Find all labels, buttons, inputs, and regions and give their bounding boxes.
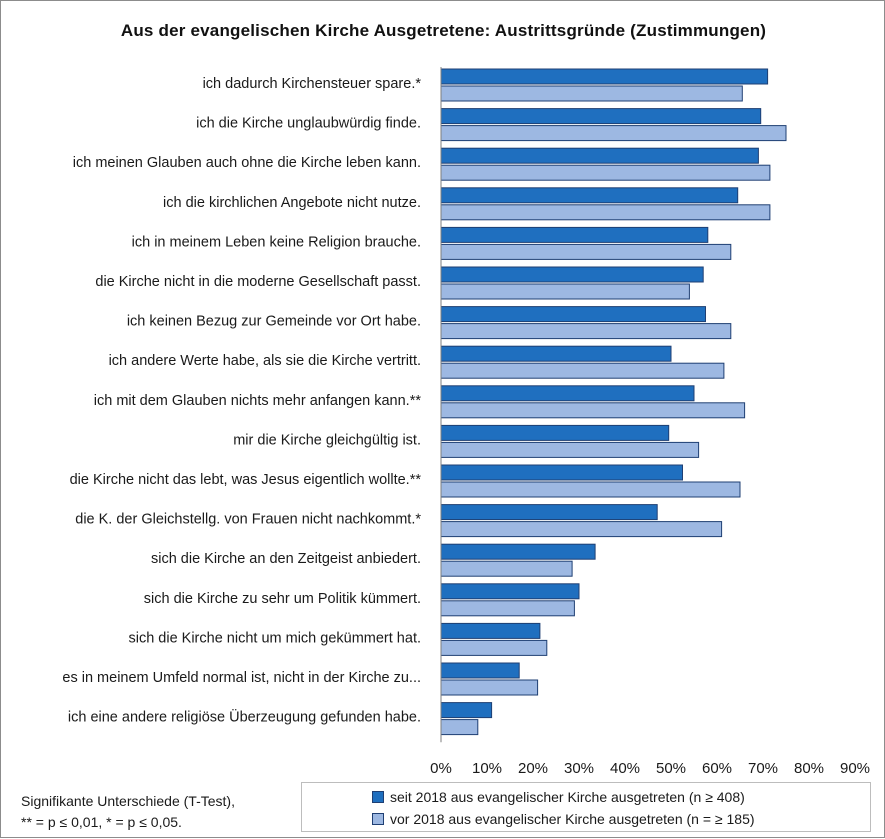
bar-before-2018-4: [440, 243, 732, 260]
category-label-15: es in meinem Umfeld normal ist, nicht in…: [62, 670, 421, 686]
category-label-1: ich die Kirche unglaubwürdig finde.: [196, 116, 421, 132]
x-tick-label-0: 0%: [430, 760, 452, 777]
category-label-7: ich andere Werte habe, als sie die Kirch…: [109, 353, 421, 369]
bar-since-2018-4: [440, 226, 709, 243]
bar-since-2018-10: [440, 464, 683, 481]
bar-since-2018-0: [440, 68, 769, 85]
bar-before-2018-15: [440, 679, 539, 696]
bar-before-2018-16: [440, 719, 479, 736]
category-label-16: ich eine andere religiöse Überzeugung ge…: [68, 708, 421, 726]
bar-before-2018-13: [440, 600, 575, 617]
category-label-3: ich die kirchlichen Angebote nicht nutze…: [163, 195, 421, 211]
bar-since-2018-7: [440, 345, 672, 362]
category-label-8: ich mit dem Glauben nichts mehr anfangen…: [94, 393, 422, 409]
bar-since-2018-12: [440, 543, 596, 560]
category-label-4: ich in meinem Leben keine Religion brauc…: [132, 234, 421, 250]
bar-before-2018-10: [440, 481, 741, 498]
x-tick-label-8: 80%: [794, 760, 824, 777]
bar-before-2018-5: [440, 283, 690, 300]
x-tick-label-5: 50%: [656, 760, 686, 777]
category-label-6: ich keinen Bezug zur Gemeinde vor Ort ha…: [127, 314, 421, 330]
x-tick-label-3: 30%: [564, 760, 594, 777]
legend-swatch-since-2018: [372, 791, 384, 803]
category-label-10: die Kirche nicht das lebt, was Jesus eig…: [70, 472, 422, 488]
category-label-2: ich meinen Glauben auch ohne die Kirche …: [73, 155, 421, 171]
bar-since-2018-2: [440, 147, 759, 164]
x-tick-label-2: 20%: [518, 760, 548, 777]
bar-before-2018-1: [440, 125, 787, 142]
category-label-11: die K. der Gleichstellg. von Frauen nich…: [75, 512, 421, 528]
category-label-12: sich die Kirche an den Zeitgeist anbiede…: [151, 551, 421, 567]
bar-since-2018-8: [440, 385, 695, 402]
significance-footnote: Signifikante Unterschiede (T-Test), ** =…: [21, 791, 235, 833]
bar-before-2018-7: [440, 362, 725, 379]
bar-since-2018-3: [440, 187, 739, 204]
category-label-0: ich dadurch Kirchensteuer spare.*: [203, 76, 422, 92]
bar-since-2018-14: [440, 622, 541, 639]
bar-since-2018-16: [440, 702, 493, 719]
category-label-14: sich die Kirche nicht um mich gekümmert …: [128, 630, 421, 646]
footnote-line-1: Signifikante Unterschiede (T-Test),: [21, 793, 235, 809]
x-tick-label-9: 90%: [840, 760, 870, 777]
bar-before-2018-2: [440, 164, 771, 181]
x-tick-label-6: 60%: [702, 760, 732, 777]
bar-since-2018-9: [440, 424, 670, 441]
x-tick-label-7: 70%: [748, 760, 778, 777]
bar-since-2018-15: [440, 662, 520, 679]
bar-before-2018-11: [440, 521, 723, 538]
chart-title: Aus der evangelischen Kirche Ausgetreten…: [120, 21, 767, 40]
footnote-line-2: ** = p ≤ 0,01, * = p ≤ 0,05.: [21, 814, 182, 830]
legend-label-since-2018: seit 2018 aus evangelischer Kirche ausge…: [390, 789, 745, 805]
bar-before-2018-12: [440, 560, 573, 577]
bar-since-2018-5: [440, 266, 704, 283]
category-label-5: die Kirche nicht in die moderne Gesellsc…: [95, 274, 421, 290]
bar-before-2018-8: [440, 402, 746, 419]
bar-before-2018-0: [440, 85, 743, 102]
legend-swatch-before-2018: [372, 813, 384, 825]
category-label-13: sich die Kirche zu sehr um Politik kümme…: [144, 591, 421, 607]
legend-item-since-2018: seit 2018 aus evangelischer Kirche ausge…: [372, 788, 745, 806]
x-tick-label-4: 40%: [610, 760, 640, 777]
chart-legend: seit 2018 aus evangelischer Kirche ausge…: [301, 782, 871, 832]
bar-before-2018-6: [440, 323, 732, 340]
bar-since-2018-6: [440, 306, 706, 323]
bar-before-2018-9: [440, 441, 700, 458]
bar-before-2018-3: [440, 204, 771, 221]
x-tick-label-1: 10%: [472, 760, 502, 777]
bar-since-2018-13: [440, 583, 580, 600]
category-label-9: mir die Kirche gleichgültig ist.: [233, 432, 421, 448]
legend-label-before-2018: vor 2018 aus evangelischer Kirche ausget…: [390, 811, 755, 827]
bar-since-2018-1: [440, 108, 762, 125]
bar-since-2018-11: [440, 504, 658, 521]
legend-item-before-2018: vor 2018 aus evangelischer Kirche ausget…: [372, 810, 755, 828]
bar-before-2018-14: [440, 639, 548, 656]
